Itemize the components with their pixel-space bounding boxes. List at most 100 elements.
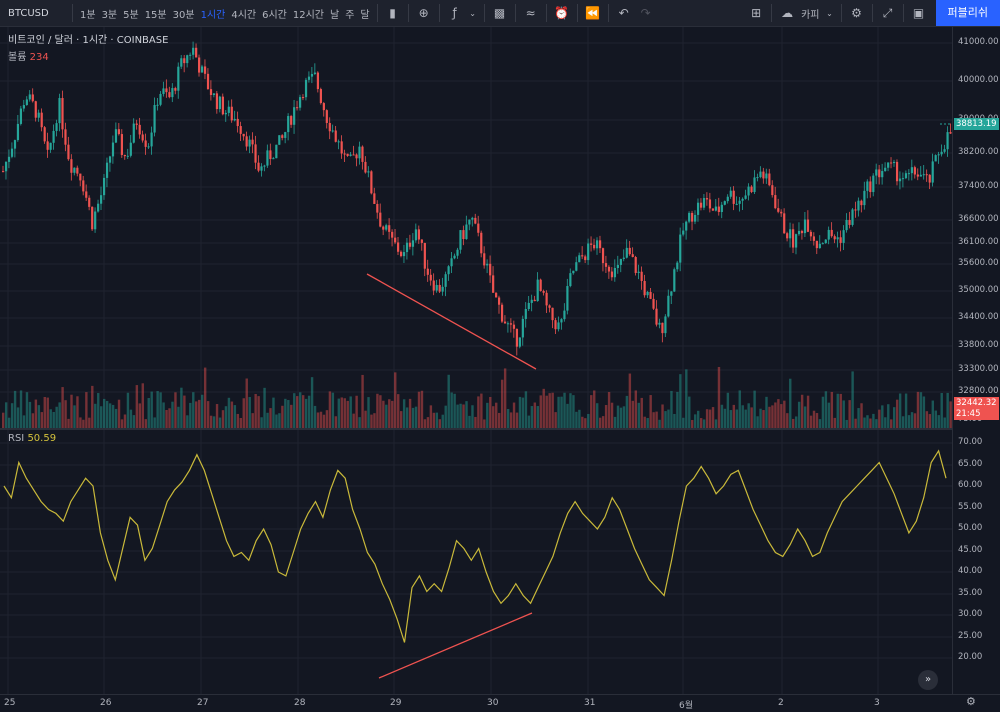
volume-bar — [887, 404, 890, 428]
volume-bar — [943, 417, 946, 428]
candle-body — [682, 230, 685, 235]
divider — [514, 4, 516, 22]
candle-body — [598, 240, 602, 249]
interval-7[interactable]: 6시간 — [262, 9, 287, 21]
interval-0[interactable]: 1분 — [80, 9, 96, 21]
candle-body — [673, 269, 676, 292]
candle-body — [658, 322, 661, 325]
templates-icon[interactable]: ≈ — [525, 6, 536, 20]
volume-bar — [500, 379, 504, 428]
candle-body — [388, 225, 391, 232]
volume-bar — [260, 417, 263, 428]
rsi-chart[interactable] — [0, 430, 952, 694]
volume-bar — [355, 395, 358, 428]
volume-bar — [901, 416, 905, 428]
volume-bar — [379, 395, 382, 428]
volume-bar — [352, 413, 355, 428]
interval-1[interactable]: 3분 — [101, 9, 118, 21]
indicators-icon[interactable]: ƒ — [452, 6, 457, 20]
candle-body — [486, 263, 489, 266]
candle-body — [135, 123, 138, 125]
undo-icon[interactable]: ↶ — [618, 6, 629, 20]
volume-bar — [937, 415, 940, 428]
divider — [576, 4, 578, 22]
volume-bar — [563, 392, 566, 428]
volume-bar — [212, 416, 216, 428]
candle-body — [58, 98, 61, 124]
interval-8[interactable]: 12시간 — [292, 9, 324, 21]
redo-icon[interactable]: ↷ — [640, 6, 651, 20]
divider — [72, 4, 73, 22]
gear-icon[interactable]: ⚙ — [851, 6, 862, 20]
candle-body — [471, 217, 474, 220]
chart-title[interactable]: 비트코인 / 달러 · 1시간 · COINBASE — [8, 35, 169, 46]
financials-icon[interactable]: ▩ — [493, 6, 506, 20]
interval-2[interactable]: 5분 — [123, 9, 139, 21]
volume-bar — [809, 415, 813, 428]
volume-bar — [560, 396, 563, 428]
scale-settings-icon[interactable]: ⚙ — [966, 695, 976, 708]
candle-body — [343, 153, 346, 155]
interval-10[interactable]: 주 — [345, 9, 355, 21]
volume-bar — [58, 402, 61, 428]
price-chart[interactable] — [0, 27, 952, 428]
volume-bar — [756, 416, 759, 428]
publish-button[interactable]: 퍼블리쉬 — [935, 0, 1000, 26]
candle-body — [869, 181, 872, 193]
interval-6[interactable]: 4시간 — [231, 9, 257, 21]
price-scale[interactable]: 41000.0040000.0039000.0038200.0037400.00… — [952, 27, 1000, 694]
candle-body — [527, 302, 530, 309]
volume-bar — [919, 392, 923, 428]
layout-name[interactable]: 카피 — [801, 9, 820, 21]
volume-bar — [818, 419, 822, 428]
camera-icon[interactable]: ▣ — [912, 6, 925, 20]
candle-body — [408, 242, 412, 247]
interval-3[interactable]: 15분 — [144, 9, 167, 21]
volume-bar — [307, 395, 311, 428]
rsi-label: RSI — [8, 433, 25, 444]
interval-9[interactable]: 날 — [329, 9, 340, 21]
candle-body — [88, 197, 91, 207]
layout-grid-icon[interactable]: ⊞ — [751, 6, 762, 20]
interval-5[interactable]: 1시간 — [200, 9, 226, 21]
candle-body — [563, 310, 566, 320]
candle-style-icon[interactable]: ▮ — [389, 6, 396, 20]
fullscreen-icon[interactable]: ⤢ — [882, 5, 893, 20]
candle-body — [506, 323, 510, 325]
pane-divider[interactable] — [0, 428, 952, 430]
volume-bar — [812, 410, 816, 428]
candle-body — [723, 201, 726, 205]
candle-body — [851, 209, 854, 225]
replay-icon[interactable]: ⏪ — [585, 6, 601, 20]
candle-body — [622, 257, 625, 259]
go-to-realtime-button[interactable]: » — [918, 670, 938, 690]
volume-bar — [414, 406, 418, 428]
interval-4[interactable]: 30분 — [172, 9, 195, 21]
divider — [407, 4, 409, 22]
chevron-down-icon[interactable]: ⌄ — [469, 8, 476, 18]
volume-bar — [723, 408, 727, 428]
candle-body — [301, 97, 305, 99]
volume-bar — [566, 403, 569, 428]
time-axis[interactable]: 25 26 27 28 29 30 31 6월 2 3 — [0, 694, 1000, 712]
volume-bar — [907, 415, 911, 428]
volume-bar — [287, 400, 290, 428]
candle-body — [497, 297, 501, 305]
rsi-tick: 70.00 — [958, 437, 983, 447]
volume-bar — [459, 403, 462, 428]
candle-body — [554, 320, 557, 330]
interval-11[interactable]: 달 — [360, 9, 370, 21]
alert-icon[interactable]: ⏰ — [554, 6, 570, 20]
candle-body — [147, 146, 150, 148]
volume-bar — [230, 401, 234, 428]
candle-body — [664, 316, 667, 334]
candle-body — [64, 129, 67, 145]
candle-body — [70, 159, 73, 173]
volume-bar — [839, 393, 842, 428]
candle-body — [379, 212, 382, 227]
cloud-icon[interactable]: ☁ — [781, 6, 794, 20]
symbol-search[interactable]: BTCUSD — [8, 7, 49, 19]
volume-bar — [664, 411, 667, 428]
chevron-down-icon[interactable]: ⌄ — [826, 8, 833, 18]
compare-add-icon[interactable]: ⊕ — [418, 6, 429, 20]
